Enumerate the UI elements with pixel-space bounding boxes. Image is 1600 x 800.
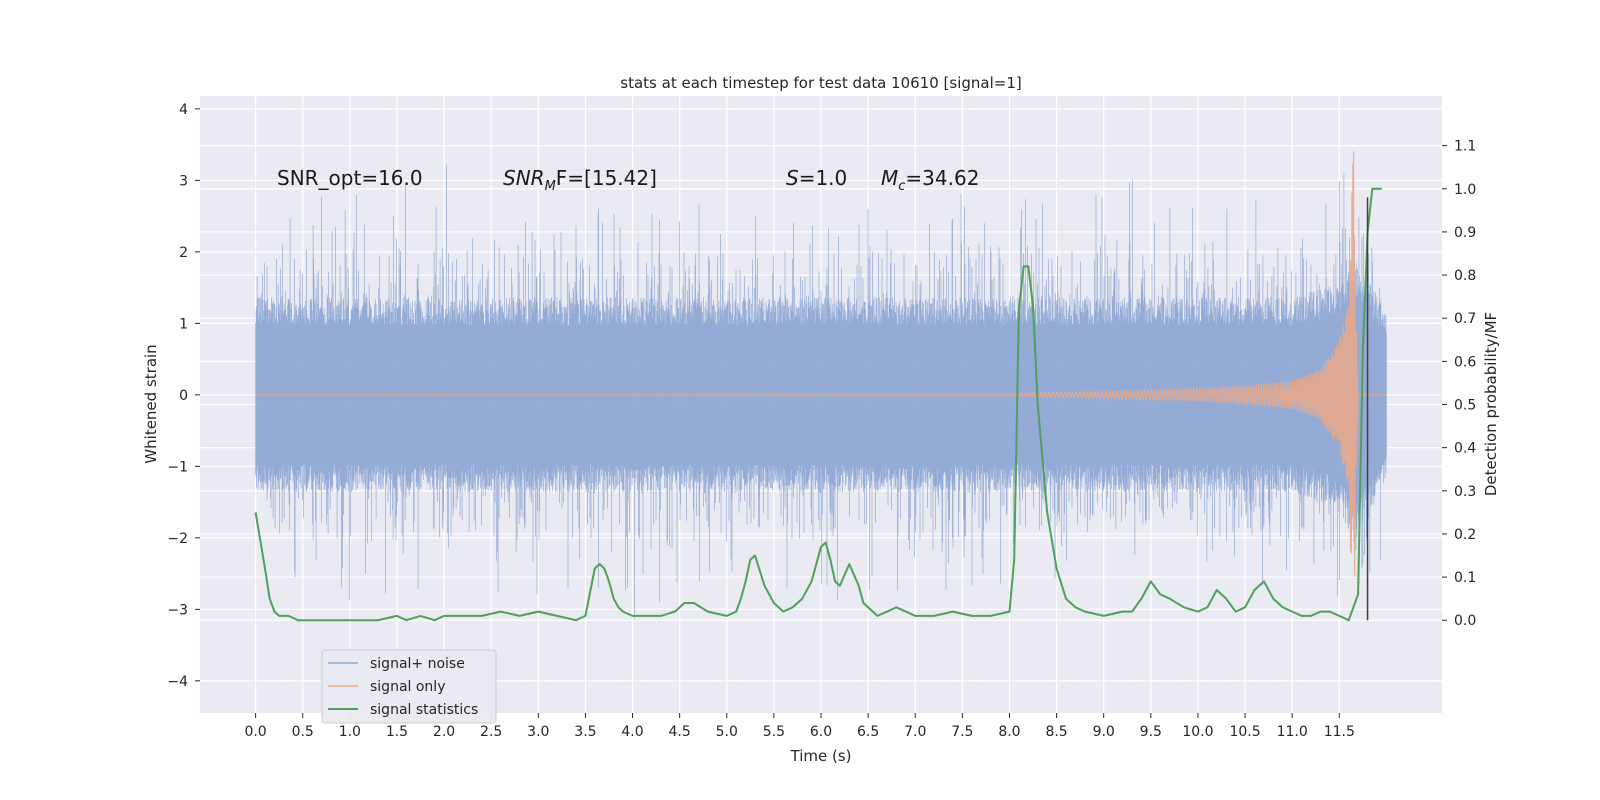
y2-tick-label-6: 0.6 <box>1454 354 1476 370</box>
x-tick-label-5: 2.5 <box>480 724 502 740</box>
annotation-snr-mf: SNRMF=[15.42] <box>503 166 657 194</box>
y-tick-label-5: 1 <box>179 316 188 332</box>
x-tick-label-12: 6.0 <box>810 724 832 740</box>
y-axis-ticks: −4 −3 −2 −1 0 1 2 3 4 <box>167 102 200 690</box>
legend-label-signal-only: signal only <box>370 679 445 695</box>
annotation-snr-mf-base: SNR <box>503 166 545 190</box>
x-tick-label-9: 4.5 <box>669 724 691 740</box>
y2-axis-label: Detection probability/MF <box>1482 312 1500 496</box>
series-signal-only <box>255 151 1387 577</box>
y2-tick-label-1: 0.1 <box>1454 570 1476 586</box>
x-tick-label-1: 0.5 <box>292 724 314 740</box>
x-tick-label-11: 5.5 <box>763 724 785 740</box>
signal-only-line <box>255 151 1387 577</box>
x-tick-label-10: 5.0 <box>716 724 738 740</box>
legend-frame <box>321 649 497 724</box>
y2-tick-label-0: 0.0 <box>1454 613 1476 629</box>
annotation-snr-mf-rest: F=[15.42] <box>556 166 657 190</box>
x-tick-label-22: 11.0 <box>1277 724 1308 740</box>
annotation-snr-mf-sub: M <box>545 179 556 194</box>
y2-tick-label-10: 1.0 <box>1454 182 1476 198</box>
x-tick-label-4: 2.0 <box>433 724 455 740</box>
y2-tick-label-2: 0.2 <box>1454 527 1476 543</box>
x-tick-label-3: 1.5 <box>386 724 408 740</box>
y2-tick-label-3: 0.3 <box>1454 484 1476 500</box>
annotation-mc-rest: =34.62 <box>905 166 979 190</box>
y-tick-label-1: −3 <box>167 602 188 618</box>
x-tick-label-15: 7.5 <box>951 724 973 740</box>
legend-label-signal-noise: signal+ noise <box>370 656 465 672</box>
x-tick-label-19: 9.5 <box>1140 724 1162 740</box>
x-axis-ticks: 0.0 0.5 1.0 1.5 2.0 2.5 3.0 3.5 4.0 4.5 5.0 5.5 6.0 6… <box>244 713 1355 740</box>
x-tick-label-14: 7.0 <box>904 724 926 740</box>
chart-title: stats at each timestep for test data 106… <box>620 74 1021 92</box>
legend-label-signal-statistics: signal statistics <box>370 702 478 718</box>
annotation-mc: Mc=34.62 <box>881 166 979 194</box>
x-tick-label-13: 6.5 <box>857 724 879 740</box>
x-tick-label-7: 3.5 <box>574 724 596 740</box>
y-tick-label-3: −1 <box>167 459 188 475</box>
y-tick-label-0: −4 <box>167 674 188 690</box>
y2-tick-label-5: 0.5 <box>1454 398 1476 414</box>
y2-tick-label-11: 1.1 <box>1454 139 1476 155</box>
x-tick-label-18: 9.0 <box>1093 724 1115 740</box>
y2-axis-ticks: 0.0 0.1 0.2 0.3 0.4 0.5 0.6 0.7 0.8 0.9 1.0 1.1 <box>1442 139 1476 629</box>
x-tick-label-20: 10.0 <box>1182 724 1213 740</box>
x-tick-label-17: 8.5 <box>1045 724 1067 740</box>
x-tick-label-0: 0.0 <box>244 724 266 740</box>
y2-tick-label-4: 0.4 <box>1454 441 1476 457</box>
annotation-snr-opt: SNR_opt=16.0 <box>277 166 423 190</box>
annotation-mc-base: M <box>881 166 898 190</box>
x-tick-label-23: 11.5 <box>1324 724 1355 740</box>
x-tick-label-6: 3.0 <box>527 724 549 740</box>
annotation-mc-sub: c <box>898 179 905 194</box>
y-tick-label-4: 0 <box>179 388 188 404</box>
legend: signal+ noise signal only signal statist… <box>321 649 497 724</box>
x-axis-label: Time (s) <box>790 747 852 765</box>
y-axis-label: Whitened strain <box>142 344 160 463</box>
y-tick-label-8: 4 <box>179 102 188 118</box>
y2-tick-label-7: 0.7 <box>1454 311 1476 327</box>
series-signal-statistics <box>254 187 1382 622</box>
y-tick-label-7: 3 <box>179 173 188 189</box>
y2-tick-label-9: 0.9 <box>1454 225 1476 241</box>
annotation-s: S=1.0 <box>786 166 847 190</box>
annotation-s-rest: =1.0 <box>799 166 848 190</box>
x-tick-label-21: 10.5 <box>1229 724 1260 740</box>
y2-tick-label-8: 0.8 <box>1454 268 1476 284</box>
signal-statistics-line <box>254 187 1382 622</box>
x-tick-label-16: 8.0 <box>998 724 1020 740</box>
y-tick-label-2: −2 <box>167 531 188 547</box>
x-tick-label-8: 4.0 <box>621 724 643 740</box>
x-tick-label-2: 1.0 <box>339 724 361 740</box>
annotation-s-base: S <box>786 166 799 190</box>
y-tick-label-6: 2 <box>179 245 188 261</box>
